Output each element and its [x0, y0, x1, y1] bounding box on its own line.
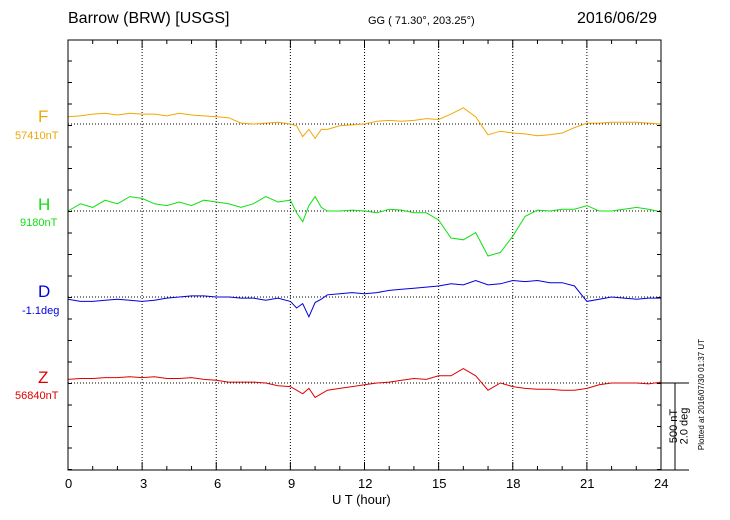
series-line-f [67, 107, 662, 140]
component-label-h: H [38, 195, 51, 214]
x-tick-label: 0 [65, 476, 73, 491]
component-traces [67, 107, 662, 399]
plot-date: 2016/06/29 [577, 10, 658, 27]
scale-bar-deg-label: 2.0 deg [678, 407, 691, 445]
component-label-f: F [38, 107, 49, 126]
component-label-d: D [38, 282, 51, 301]
x-tick-label: 3 [140, 476, 148, 491]
x-tick-label: 6 [214, 476, 222, 491]
station-coordinates: GG ( 71.30°, 203.25°) [368, 15, 475, 27]
series-line-h [67, 195, 662, 257]
axis-ticks [67, 40, 662, 470]
component-label-z: Z [38, 368, 49, 387]
plotted-at-note: Plotted at 2016/07/30 01:37 UT [697, 338, 707, 451]
series-line-z [67, 368, 662, 399]
series-line-d [67, 279, 661, 319]
baseline-label-f: 57410nT [15, 130, 59, 142]
x-tick-label: 9 [288, 476, 296, 491]
station-title: Barrow (BRW) [USGS] [68, 10, 230, 27]
x-tick-label: 12 [358, 476, 373, 491]
x-tick-label: 18 [506, 476, 521, 491]
plot-grid [68, 40, 661, 470]
x-tick-label: 15 [432, 476, 447, 491]
x-tick-label: 24 [654, 476, 669, 491]
baseline-label-h: 9180nT [20, 217, 58, 229]
baseline-label-z: 56840nT [15, 390, 59, 402]
x-tick-label: 21 [580, 476, 595, 491]
baseline-label-d: -1.1deg [22, 305, 60, 317]
x-axis-label: U T (hour) [332, 492, 391, 507]
plot-frame [67, 39, 662, 471]
